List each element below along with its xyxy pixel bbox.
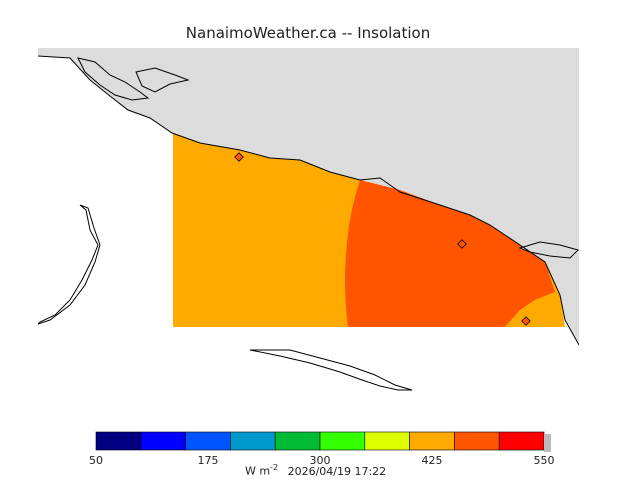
station-marker[interactable]	[457, 239, 467, 249]
station-markers	[234, 152, 531, 326]
insolation-zone-high	[345, 180, 555, 327]
island-upper-left	[77, 57, 150, 101]
colorbar-swatch	[95, 431, 142, 451]
coastline	[38, 55, 579, 346]
colorbar-swatch	[454, 431, 500, 451]
colorbar-swatch	[140, 431, 186, 451]
map-title: NanaimoWeather.ca -- Insolation	[185, 24, 431, 42]
colorbar-tick-label: 550	[533, 454, 555, 467]
island-west-strip	[38, 204, 101, 325]
units-base: W m	[245, 464, 271, 478]
colorbar-swatch	[230, 431, 276, 451]
station-marker[interactable]	[234, 152, 244, 162]
island-upper-right	[135, 67, 190, 93]
units-exponent: -2	[270, 463, 279, 472]
island-small-east	[518, 241, 579, 259]
colorbar-swatch	[498, 431, 545, 451]
colorbar-swatch	[409, 431, 455, 451]
colorbar-tick-label: 50	[89, 454, 103, 467]
colorbar-swatch	[364, 431, 410, 451]
colorbar-swatch	[319, 431, 366, 451]
insolation-zone-se	[505, 292, 560, 327]
timestamp: 2026/04/19 17:22	[287, 464, 387, 478]
colorbar	[95, 431, 551, 452]
colorbar-tick-label: 425	[421, 454, 443, 467]
colorbar-swatch	[185, 431, 231, 451]
colorbar-shadow	[544, 434, 551, 452]
colorbar-swatch	[274, 431, 321, 451]
station-marker[interactable]	[521, 316, 531, 326]
colorbar-tick-label: 300	[309, 454, 331, 467]
units-timestamp-label: W m-2 2026/04/19 17:22	[245, 463, 386, 478]
colorbar-tick-label: 175	[197, 454, 219, 467]
island-south	[249, 349, 413, 391]
